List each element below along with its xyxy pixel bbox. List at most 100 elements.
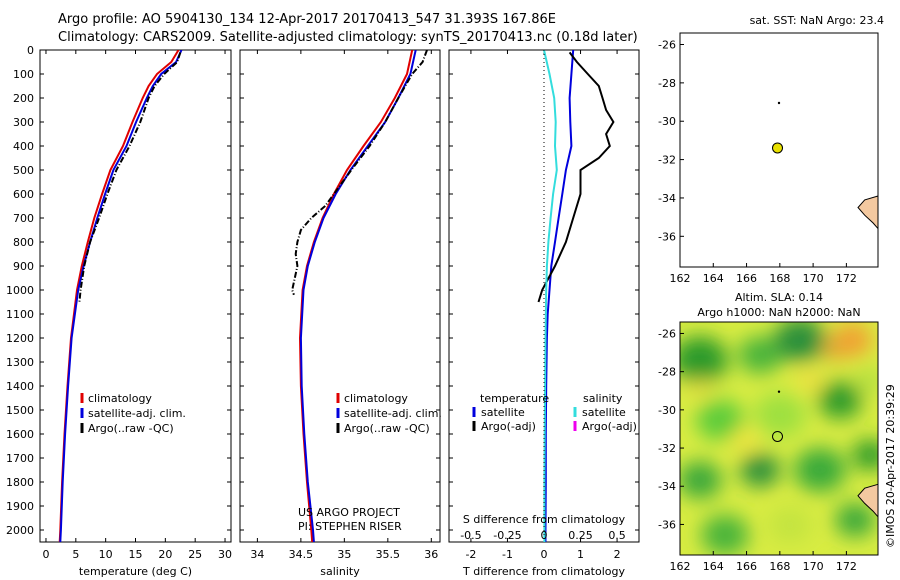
sla-blob — [738, 336, 782, 374]
x-tick-label: -2 — [465, 548, 476, 561]
sla-blob — [740, 453, 780, 487]
top-x-tick-label: 0 — [541, 529, 548, 542]
x-axis-label-diff: T difference from climatology — [462, 565, 625, 578]
x-tick-label: 35.5 — [376, 548, 401, 561]
map-x-tick-label: 164 — [703, 272, 724, 285]
series-group-diff — [537, 50, 615, 542]
legend-label: satellite-adj. clim. — [344, 407, 442, 420]
map-y-tick-label: -30 — [658, 404, 676, 417]
sla-blobs — [680, 322, 878, 555]
sla-blob — [680, 336, 728, 384]
y-tick-label: 500 — [13, 164, 34, 177]
annotation-pi: PI: STEPHEN RISER — [298, 520, 402, 533]
y-tick-label: 1400 — [6, 380, 34, 393]
annotation-project: US ARGO PROJECT — [298, 506, 400, 519]
legend-label: climatology — [88, 392, 152, 405]
x-tick-label: 10 — [99, 548, 113, 561]
map-sla-title-line2: Argo h1000: NaN h2000: NaN — [697, 306, 860, 319]
argo-float-marker — [772, 142, 784, 154]
island-marker — [777, 101, 781, 105]
argo-float-marker — [772, 430, 784, 442]
sla-blob — [768, 506, 812, 544]
sla-blob — [696, 399, 744, 441]
y-tick-label: 1100 — [6, 308, 34, 321]
map-y-tick-label: -28 — [658, 366, 676, 379]
y-tick-label: 1600 — [6, 428, 34, 441]
map-y-tick-label: -28 — [658, 77, 676, 90]
legend-label: Argo(-adj) — [481, 420, 536, 433]
land-new-zealand — [857, 483, 879, 519]
x-tick-label: 5 — [72, 548, 79, 561]
series-line-satellite-adj-clim- — [299, 50, 417, 542]
series-line-temperature-satellite — [544, 50, 575, 542]
map-x-tick-label: 172 — [836, 560, 857, 573]
x-tick-label: 25 — [188, 548, 202, 561]
y-tick-label: 1500 — [6, 404, 34, 417]
map-frame-sla — [679, 321, 879, 556]
legend-label: Argo(..raw -QC) — [88, 422, 174, 435]
top-x-tick-label: -0.25 — [493, 529, 521, 542]
series-line-satellite-adj-clim- — [59, 50, 183, 542]
y-tick-label: 1900 — [6, 500, 34, 513]
sla-blob — [680, 461, 722, 499]
legend-label: Argo(..raw -QC) — [344, 422, 430, 435]
top-x-axis-label: S difference from climatology — [463, 513, 626, 526]
top-x-tick-label: 0.5 — [608, 529, 626, 542]
x-tick-label: 34 — [250, 548, 264, 561]
sla-blob — [835, 503, 875, 537]
y-tick-label: 1800 — [6, 476, 34, 489]
map-x-tick-label: 164 — [703, 560, 724, 573]
panel-frame-sal — [239, 49, 441, 543]
series-line-argo-raw-qc- — [78, 52, 182, 303]
series-line-climatology — [298, 50, 414, 542]
series-group-sal — [291, 50, 428, 542]
y-tick-label: 0 — [27, 44, 34, 57]
series-line-argo-raw-qc- — [291, 50, 428, 296]
map-y-tick-label: -26 — [658, 39, 676, 52]
y-tick-label: 800 — [13, 236, 34, 249]
map-y-tick-label: -26 — [658, 327, 676, 340]
legend-label: climatology — [344, 392, 408, 405]
map-y-tick-label: -36 — [658, 230, 676, 243]
legend-label: Argo(-adj) — [582, 420, 637, 433]
y-tick-label: 2000 — [6, 524, 34, 537]
x-tick-label: 15 — [129, 548, 143, 561]
legend-label: satellite — [481, 406, 525, 419]
map-x-tick-label: 172 — [836, 272, 857, 285]
figure-title-line1: Argo profile: AO 5904130_134 12-Apr-2017… — [58, 12, 556, 27]
x-tick-label: 35 — [337, 548, 351, 561]
sla-blob — [794, 447, 846, 493]
x-tick-label: 1 — [577, 548, 584, 561]
y-tick-label: 700 — [13, 212, 34, 225]
figure-title-line2: Climatology: CARS2009. Satellite-adjuste… — [58, 30, 638, 45]
top-x-tick-label: -0.5 — [460, 529, 481, 542]
legend-label: satellite — [582, 406, 626, 419]
sla-blob — [731, 428, 759, 452]
legend-header-salinity: salinity — [583, 392, 623, 405]
x-tick-label: 36 — [424, 548, 438, 561]
map-frame-sst — [679, 32, 879, 268]
legend-label: satellite-adj. clim. — [88, 407, 186, 420]
map-sla-title-line1: Altim. SLA: 0.14 — [735, 291, 823, 304]
sla-blob — [754, 392, 806, 438]
x-axis-label-sal: salinity — [320, 565, 360, 578]
sla-blob — [796, 368, 824, 392]
map-x-tick-label: 162 — [670, 272, 691, 285]
x-tick-label: 30 — [218, 548, 232, 561]
y-tick-label: 600 — [13, 188, 34, 201]
map-x-tick-label: 170 — [803, 272, 824, 285]
land-new-zealand — [857, 195, 879, 230]
x-axis-label-temp: temperature (deg C) — [79, 565, 192, 578]
map-y-tick-label: -36 — [658, 518, 676, 531]
y-tick-label: 1200 — [6, 332, 34, 345]
map-y-tick-label: -34 — [658, 480, 676, 493]
sla-blob — [823, 339, 847, 361]
x-tick-label: 0 — [42, 548, 49, 561]
sla-blob — [688, 379, 712, 401]
y-tick-label: 200 — [13, 92, 34, 105]
map-y-tick-label: -34 — [658, 192, 676, 205]
x-tick-label: -1 — [502, 548, 513, 561]
series-line-temperature-argo-adj- — [537, 51, 615, 303]
map-x-tick-label: 166 — [736, 560, 757, 573]
